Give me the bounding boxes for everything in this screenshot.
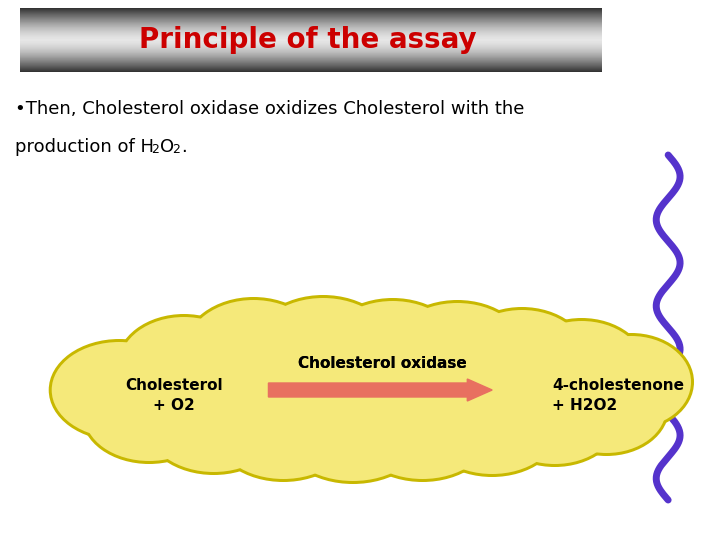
Ellipse shape bbox=[519, 321, 644, 415]
Ellipse shape bbox=[52, 342, 187, 438]
Ellipse shape bbox=[147, 378, 280, 472]
Ellipse shape bbox=[49, 339, 190, 441]
Text: 4-cholestenone: 4-cholestenone bbox=[552, 377, 684, 393]
Ellipse shape bbox=[352, 382, 493, 482]
Ellipse shape bbox=[251, 295, 396, 401]
Text: •Then, Cholesterol oxidase oxidizes Cholesterol with the: •Then, Cholesterol oxidase oxidizes Chol… bbox=[15, 100, 524, 118]
Text: O: O bbox=[160, 138, 174, 156]
FancyArrow shape bbox=[269, 379, 492, 401]
Text: Cholesterol oxidase: Cholesterol oxidase bbox=[298, 355, 467, 370]
Ellipse shape bbox=[454, 307, 590, 409]
Ellipse shape bbox=[280, 384, 426, 484]
Text: 2: 2 bbox=[151, 143, 159, 156]
Ellipse shape bbox=[355, 385, 490, 479]
Ellipse shape bbox=[572, 336, 691, 428]
Text: + O2: + O2 bbox=[153, 397, 195, 413]
Text: + H2O2: + H2O2 bbox=[552, 397, 617, 413]
Text: Principle of the assay: Principle of the assay bbox=[140, 26, 477, 54]
Ellipse shape bbox=[144, 375, 284, 475]
Ellipse shape bbox=[325, 301, 460, 399]
Ellipse shape bbox=[516, 318, 647, 418]
Text: .: . bbox=[181, 138, 186, 156]
Ellipse shape bbox=[426, 382, 558, 474]
Ellipse shape bbox=[186, 300, 321, 400]
Text: Cholesterol: Cholesterol bbox=[125, 377, 222, 393]
Ellipse shape bbox=[117, 314, 251, 416]
Ellipse shape bbox=[322, 298, 464, 402]
Ellipse shape bbox=[544, 360, 669, 456]
Ellipse shape bbox=[84, 369, 214, 461]
Ellipse shape bbox=[387, 300, 528, 404]
Ellipse shape bbox=[457, 310, 587, 406]
Ellipse shape bbox=[569, 333, 694, 431]
Ellipse shape bbox=[81, 366, 217, 464]
Text: production of H: production of H bbox=[15, 138, 154, 156]
Ellipse shape bbox=[423, 379, 561, 477]
Ellipse shape bbox=[547, 363, 666, 453]
Ellipse shape bbox=[284, 387, 423, 481]
Ellipse shape bbox=[253, 298, 392, 398]
Text: Cholesterol oxidase: Cholesterol oxidase bbox=[298, 355, 467, 370]
Text: 2: 2 bbox=[172, 143, 180, 156]
Ellipse shape bbox=[120, 317, 248, 413]
Ellipse shape bbox=[489, 369, 621, 467]
Ellipse shape bbox=[216, 385, 351, 479]
Ellipse shape bbox=[492, 372, 618, 464]
Ellipse shape bbox=[183, 297, 324, 403]
Ellipse shape bbox=[213, 382, 354, 482]
Ellipse shape bbox=[390, 303, 525, 401]
